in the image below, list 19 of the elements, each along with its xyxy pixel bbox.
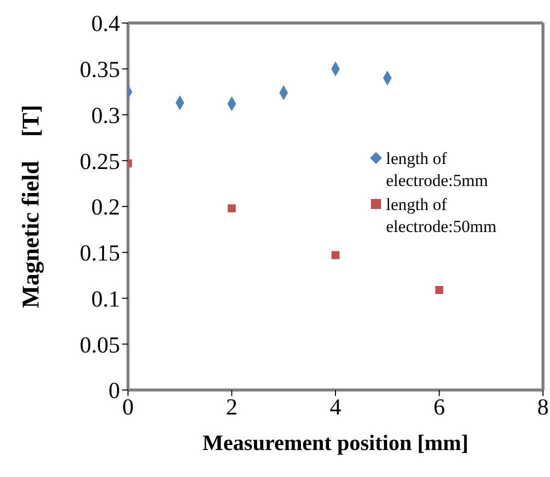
y-tick-label: 0.3 xyxy=(91,102,120,128)
y-tick-label: 0.35 xyxy=(80,57,120,82)
x-tick-label: 8 xyxy=(537,394,549,420)
x-axis-title: Measurement position [mm] xyxy=(202,430,468,455)
y-tick-label: 0.2 xyxy=(91,194,120,220)
point xyxy=(228,204,236,212)
y-tick-label: 0.25 xyxy=(80,148,120,174)
y-axis-title: Magnetic field [T] xyxy=(18,104,45,308)
x-tick-label: 6 xyxy=(434,394,445,420)
point xyxy=(332,251,340,260)
x-tick-label: 2 xyxy=(226,394,238,420)
y-tick-label: 0 xyxy=(108,378,120,404)
y-tick-label: 0.4 xyxy=(91,11,120,36)
point xyxy=(435,286,444,294)
x-tick-label: 4 xyxy=(330,394,342,420)
y-tick-label: 0.05 xyxy=(80,332,120,358)
y-tick-label: 0.15 xyxy=(80,240,120,266)
legend-label: length of electrode:50mm xyxy=(386,194,498,238)
y-tick-label: 0.1 xyxy=(91,286,120,312)
